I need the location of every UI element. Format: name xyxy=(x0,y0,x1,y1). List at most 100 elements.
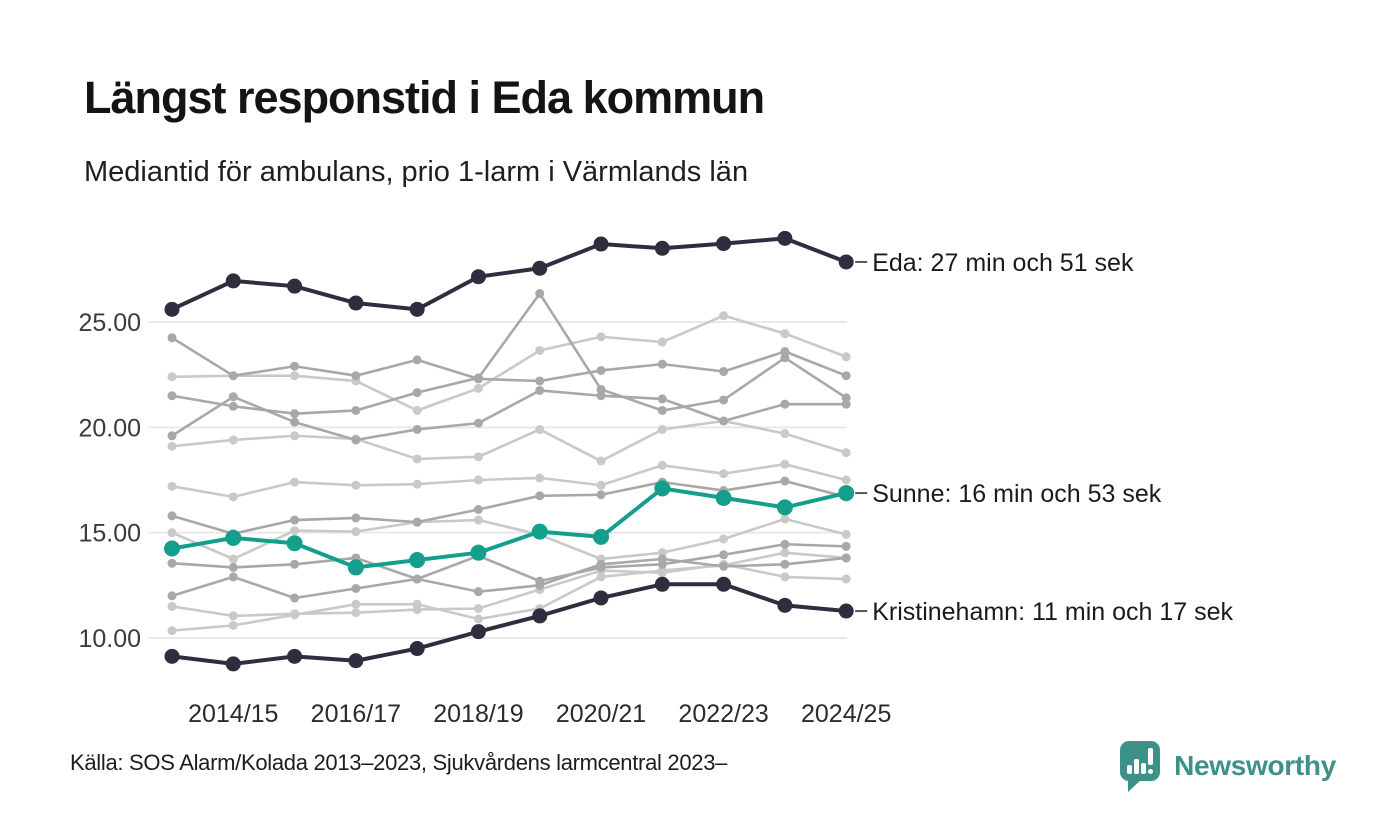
series-dot-ovriga-1 xyxy=(412,405,422,415)
series-dot-ovriga-11 xyxy=(290,559,300,569)
series-dot-ovriga-2 xyxy=(657,424,667,434)
series-dot-ovriga-12 xyxy=(719,561,729,571)
series-dot-ovriga-1 xyxy=(473,383,483,393)
series-dot-ovriga-4 xyxy=(719,534,729,544)
x-tick-label: 2016/17 xyxy=(311,700,401,728)
series-dot-ovriga-5 xyxy=(596,566,606,576)
series-dot-ovriga-8 xyxy=(412,388,422,398)
series-line-ovriga-3 xyxy=(171,462,847,499)
series-dot-ovriga-6 xyxy=(719,560,729,570)
x-tick-label: 2024/25 xyxy=(801,700,891,728)
series-dot-ovriga-1 xyxy=(657,337,667,347)
series-dot-ovriga-10 xyxy=(351,513,361,523)
series-line-ovriga-11 xyxy=(171,542,847,583)
series-dot-kristinehamn xyxy=(777,597,793,613)
series-dot-ovriga-6 xyxy=(167,626,177,636)
series-dot-ovriga-7 xyxy=(596,365,606,375)
series-dot-sunne xyxy=(164,540,180,557)
series-dot-eda xyxy=(470,269,486,285)
series-dot-eda xyxy=(838,254,854,270)
series-dot-ovriga-9 xyxy=(290,417,300,427)
y-tick-label: 25.00 xyxy=(78,309,141,337)
series-dot-ovriga-11 xyxy=(841,541,851,551)
series-dot-ovriga-8 xyxy=(167,391,177,401)
series-dot-ovriga-2 xyxy=(473,452,483,462)
series-dot-ovriga-8 xyxy=(535,289,545,299)
series-dot-ovriga-7 xyxy=(719,367,729,377)
series-dot-ovriga-1 xyxy=(167,372,177,382)
series-dot-ovriga-3 xyxy=(412,479,422,489)
series-line-ovriga-2 xyxy=(171,419,847,463)
series-dot-ovriga-7 xyxy=(228,371,238,381)
series-dot-ovriga-12 xyxy=(228,572,238,582)
series-dot-ovriga-6 xyxy=(535,604,545,614)
series-dot-ovriga-8 xyxy=(780,353,790,363)
series-dot-ovriga-3 xyxy=(473,475,483,485)
series-dot-ovriga-8 xyxy=(596,384,606,394)
series-dot-ovriga-8 xyxy=(841,393,851,403)
series-dot-ovriga-9 xyxy=(535,385,545,395)
series-dot-ovriga-11 xyxy=(719,550,729,560)
series-label-eda: Eda: 27 min och 51 sek xyxy=(872,249,1134,277)
series-dot-ovriga-7 xyxy=(780,346,790,356)
series-dot-ovriga-8 xyxy=(351,405,361,415)
series-line-sunne xyxy=(171,486,847,570)
series-dot-ovriga-3 xyxy=(719,469,729,479)
series-dot-ovriga-3 xyxy=(535,473,545,483)
series-dot-ovriga-9 xyxy=(841,399,851,409)
series-dot-eda xyxy=(225,273,241,289)
series-dot-ovriga-6 xyxy=(290,610,300,620)
series-dot-ovriga-8 xyxy=(719,395,729,405)
series-dot-ovriga-9 xyxy=(657,394,667,404)
series-dot-kristinehamn xyxy=(593,590,609,606)
series-dot-ovriga-6 xyxy=(228,620,238,630)
x-tick-label: 2014/15 xyxy=(188,700,278,728)
series-dot-ovriga-3 xyxy=(657,460,667,470)
source-text: Källa: SOS Alarm/Kolada 2013–2023, Sjukv… xyxy=(70,750,728,775)
series-dot-ovriga-11 xyxy=(167,558,177,568)
series-dot-ovriga-4 xyxy=(473,515,483,525)
series-dot-sunne xyxy=(347,559,364,576)
series-line-ovriga-12 xyxy=(171,556,847,600)
series-dot-sunne xyxy=(286,535,303,552)
series-dot-ovriga-10 xyxy=(841,492,851,502)
series-dot-ovriga-1 xyxy=(841,352,851,362)
series-dot-ovriga-1 xyxy=(719,311,729,321)
series-dot-ovriga-11 xyxy=(596,562,606,572)
series-dot-kristinehamn xyxy=(654,576,670,592)
series-dot-ovriga-4 xyxy=(290,526,300,536)
series-dot-ovriga-12 xyxy=(351,583,361,593)
brand-name: Newsworthy xyxy=(1174,750,1336,781)
series-dot-ovriga-12 xyxy=(535,580,545,590)
series-dot-ovriga-1 xyxy=(351,376,361,386)
series-dot-ovriga-10 xyxy=(657,477,667,487)
series-dot-ovriga-10 xyxy=(535,491,545,501)
series-dot-ovriga-11 xyxy=(473,551,483,561)
series-dot-sunne xyxy=(715,489,732,506)
series-dot-ovriga-1 xyxy=(535,345,545,355)
series-dot-ovriga-8 xyxy=(228,401,238,411)
series-dot-ovriga-7 xyxy=(841,371,851,381)
series-dot-ovriga-6 xyxy=(351,599,361,609)
x-tick-label: 2022/23 xyxy=(678,700,768,728)
series-dot-ovriga-2 xyxy=(290,431,300,441)
x-tick-label: 2018/19 xyxy=(433,700,523,728)
series-dot-ovriga-12 xyxy=(657,554,667,564)
series-dot-kristinehamn xyxy=(164,648,180,664)
series-dot-kristinehamn xyxy=(348,653,364,669)
series-dot-sunne xyxy=(409,552,426,569)
series-dot-sunne xyxy=(593,528,610,545)
series-dot-ovriga-5 xyxy=(535,585,545,595)
series-dot-kristinehamn xyxy=(287,648,303,664)
series-line-ovriga-10 xyxy=(171,479,847,536)
series-dot-ovriga-12 xyxy=(290,593,300,603)
series-dot-ovriga-9 xyxy=(473,418,483,428)
series-dot-kristinehamn xyxy=(716,576,732,592)
series-line-ovriga-1 xyxy=(171,314,847,412)
chart-subtitle: Mediantid för ambulans, prio 1-larm i Vä… xyxy=(84,156,749,188)
series-dot-eda xyxy=(593,236,609,252)
series-dot-ovriga-12 xyxy=(412,574,422,584)
series-dot-ovriga-6 xyxy=(473,614,483,624)
series-dot-ovriga-5 xyxy=(290,609,300,619)
series-dot-ovriga-7 xyxy=(535,376,545,386)
